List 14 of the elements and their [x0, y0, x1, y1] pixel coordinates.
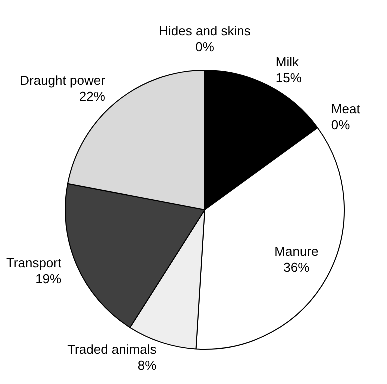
data-label: 36%	[284, 260, 310, 275]
data-label: 8%	[138, 358, 158, 374]
slice-label: Transport	[6, 256, 62, 271]
category-label: Hides and skins	[159, 23, 251, 38]
slice-label: Draught power	[20, 73, 106, 88]
slice-label: Manure	[274, 244, 319, 259]
slice-label: Milk	[276, 54, 300, 70]
slice-label: Traded animals	[68, 342, 158, 358]
data-label: 22%	[79, 89, 106, 104]
data-label: 19%	[36, 272, 62, 287]
data-label: 15%	[276, 70, 302, 86]
text: 0%	[196, 39, 214, 54]
category-label: Meat	[331, 102, 360, 117]
text: 0%	[331, 118, 350, 133]
